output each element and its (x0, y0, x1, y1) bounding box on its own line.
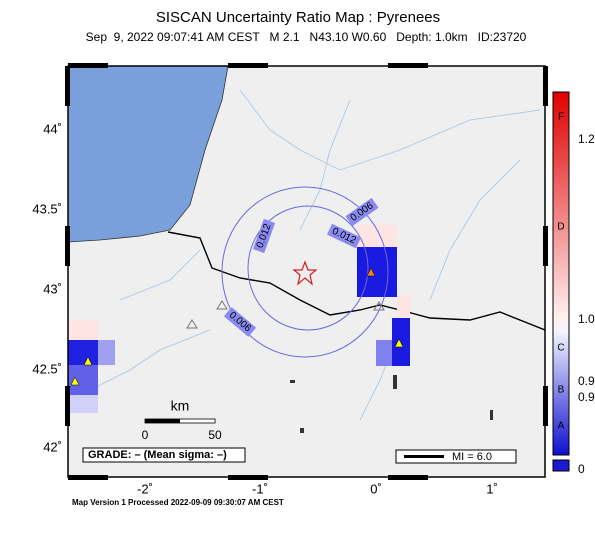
grade-letter: A (558, 421, 565, 432)
colorbar-labels: F D C B A 1.2 1.0 0.9 0.9 0 (557, 112, 595, 477)
ocean (68, 66, 229, 243)
lon-label: 0˚ (370, 481, 382, 496)
lat-labels: 44˚ 43.5˚ 43˚ 42.5˚ 42˚ (32, 121, 62, 454)
ratio-cells (68, 225, 410, 413)
lon-labels: -2˚ -1˚ 0˚ 1˚ (137, 481, 498, 496)
footer: Map Version 1 Processed 2022-09-09 09:30… (72, 498, 284, 507)
frame-ticks (65, 63, 548, 480)
scale-start: 0 (142, 428, 149, 442)
grade: GRADE: – (Mean sigma: –) (88, 449, 227, 461)
islands (290, 375, 493, 433)
frame-segment (65, 66, 70, 106)
lat-label: 42.5˚ (32, 361, 62, 376)
frame-segment (65, 226, 70, 266)
frame-segment (388, 63, 428, 68)
colorbar-low (552, 459, 570, 472)
grade-letter: D (557, 222, 564, 233)
scale-unit: km (171, 398, 190, 414)
epicenter (292, 260, 318, 286)
colorbar-value: 0.9 (578, 390, 595, 404)
mi-box (395, 449, 517, 464)
colorbar-value: 0 (578, 462, 585, 476)
lon-label: -2˚ (137, 481, 153, 496)
map-frame (67, 65, 546, 478)
frame-segment (68, 475, 108, 480)
frame-segment (543, 386, 548, 426)
frame-segment (543, 226, 548, 266)
grade-letter: C (557, 343, 564, 354)
grade-letter: B (558, 385, 565, 396)
colorbar-value: 1.0 (578, 312, 595, 326)
scale-bar: km 0 50 (142, 398, 222, 442)
lat-label: 43˚ (43, 281, 62, 296)
border (167, 231, 545, 331)
rivers (89, 89, 541, 421)
subtitle: Sep 9, 2022 09:07:41 AM CEST M 2.1 N43.1… (86, 30, 527, 44)
frame-segment (228, 475, 268, 480)
colorbar-value: 1.2 (578, 132, 595, 146)
frame-segment (228, 63, 268, 68)
colorbar-value: 0.9 (578, 374, 595, 388)
mi-label: MI = 6.0 (452, 451, 492, 463)
frame-segment (65, 386, 70, 426)
lat-label: 44˚ (43, 121, 62, 136)
contours (221, 186, 389, 358)
frame-segment (388, 475, 428, 480)
lon-label: -1˚ (252, 481, 268, 496)
title: SISCAN Uncertainty Ratio Map : Pyrenees (156, 9, 440, 26)
stations (70, 267, 404, 386)
frame-segment (68, 63, 108, 68)
grade-letter: F (558, 112, 564, 123)
grade-box (82, 447, 246, 463)
colorbar (552, 91, 570, 456)
lat-label: 43.5˚ (32, 201, 62, 216)
lon-label: 1˚ (486, 481, 498, 496)
scale-end: 50 (208, 428, 222, 442)
frame-segment (543, 66, 548, 106)
map-area (68, 66, 545, 477)
lat-label: 42˚ (43, 439, 62, 454)
